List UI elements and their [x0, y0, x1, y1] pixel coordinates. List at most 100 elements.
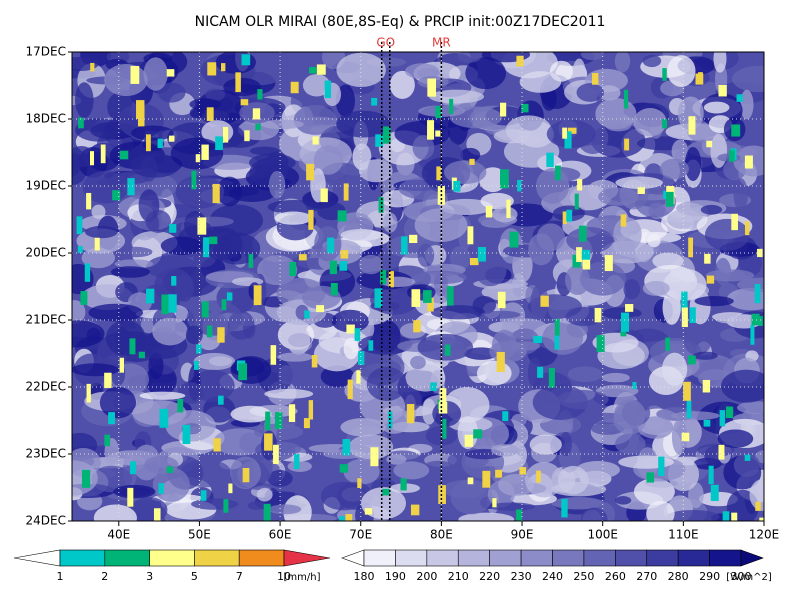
field-blob: [343, 337, 359, 360]
precip-cell: [76, 216, 83, 235]
colorbar-box: [552, 549, 585, 567]
field-blob: [174, 274, 195, 302]
precip-cell: [153, 508, 161, 521]
precip-cell: [435, 130, 441, 137]
precip-cell: [207, 62, 217, 76]
field-blob: [694, 295, 734, 307]
precip-cell: [620, 330, 627, 337]
precip-cell: [446, 286, 454, 306]
precip-cell: [758, 316, 763, 326]
field-blob: [274, 211, 312, 225]
precip-cell: [84, 263, 91, 282]
field-blob: [684, 146, 702, 182]
precip-cell: [90, 62, 95, 72]
precip-cell: [577, 179, 583, 191]
precip-cell: [195, 154, 201, 163]
precip-cell: [500, 169, 509, 189]
field-blob: [450, 479, 493, 515]
precip-cell: [427, 120, 435, 140]
precip-cell: [554, 319, 560, 336]
field-blob: [418, 460, 459, 485]
precip-cell: [157, 138, 163, 149]
field-blob: [368, 158, 393, 180]
field-blob: [223, 77, 261, 97]
precip-cell: [255, 123, 261, 131]
x-tick-label: 70E: [349, 528, 372, 542]
precip-cell: [94, 237, 100, 251]
precip-cell: [159, 408, 169, 428]
precip-cell: [200, 490, 207, 501]
precip-cell: [731, 124, 741, 137]
chart-title: NICAM OLR MIRAI (80E,8S-Eq) & PRCIP init…: [195, 14, 606, 30]
field-blob: [175, 175, 225, 209]
precip-cell: [665, 191, 674, 207]
precip-cell: [263, 503, 271, 521]
precip-cell: [130, 461, 137, 475]
precip-cell: [86, 383, 91, 403]
colorbar-under: [341, 549, 365, 567]
precip-cell: [265, 411, 271, 431]
precip-cell: [689, 307, 696, 324]
precip-cell: [136, 100, 145, 119]
precip-cell: [562, 211, 568, 225]
precip-cell: [681, 291, 688, 311]
field-blob: [160, 236, 203, 256]
precip-cell: [665, 337, 671, 351]
precip-cell: [500, 102, 507, 117]
precip-cell: [576, 247, 583, 262]
field-blob: [191, 498, 239, 510]
field-blob: [277, 352, 313, 362]
field-blob: [714, 314, 746, 324]
precip-cell: [688, 355, 696, 365]
field-blob: [557, 389, 609, 410]
precip-cell: [119, 150, 129, 160]
field-blob: [213, 428, 267, 456]
field-blob: [457, 52, 482, 63]
colorbar-box: [363, 549, 396, 567]
field-blob: [348, 434, 394, 460]
precip-cell: [681, 307, 688, 328]
precip-cell: [506, 199, 511, 218]
precip-cell: [375, 134, 384, 147]
precip-cell: [582, 255, 591, 270]
colorbar-label: 200: [416, 570, 437, 583]
precip-cell: [212, 183, 220, 204]
precip-cell: [438, 401, 448, 414]
field-blob: [144, 455, 179, 474]
precip-cell: [495, 469, 503, 478]
field-blob: [186, 300, 243, 336]
field-blob: [131, 125, 174, 141]
field-blob: [637, 416, 674, 439]
field-blob: [623, 279, 641, 300]
precip-cell: [339, 464, 349, 473]
field-blob: [529, 434, 562, 455]
precip-cell: [757, 248, 763, 258]
field-blob: [601, 372, 630, 383]
field-blob: [185, 325, 203, 345]
colorbar-box: [426, 549, 459, 567]
precip-cell: [469, 158, 475, 165]
precip-cell: [275, 412, 283, 430]
field-blob: [379, 409, 410, 434]
precip-cell: [127, 487, 134, 507]
field-blob: [393, 461, 430, 480]
colorbar-box: [194, 549, 240, 567]
precip-cell: [303, 418, 310, 429]
precip-cell: [196, 344, 202, 354]
precip-cell: [161, 294, 169, 315]
colorbar-box: [615, 549, 648, 567]
field-blob: [732, 66, 764, 93]
precip-cell: [191, 170, 197, 190]
colorbar-label: 3: [146, 570, 153, 583]
y-tick-label: 19DEC: [26, 179, 66, 193]
field-blob: [717, 429, 754, 449]
precip-cell: [169, 224, 177, 233]
precip-cell: [340, 250, 349, 259]
precip-cell: [221, 299, 227, 311]
field-blob: [580, 507, 608, 521]
precip-cell: [555, 165, 561, 181]
precip-cell: [592, 73, 599, 85]
precip-cell: [564, 131, 572, 149]
field-blob: [110, 266, 150, 278]
field-blob: [93, 504, 137, 521]
